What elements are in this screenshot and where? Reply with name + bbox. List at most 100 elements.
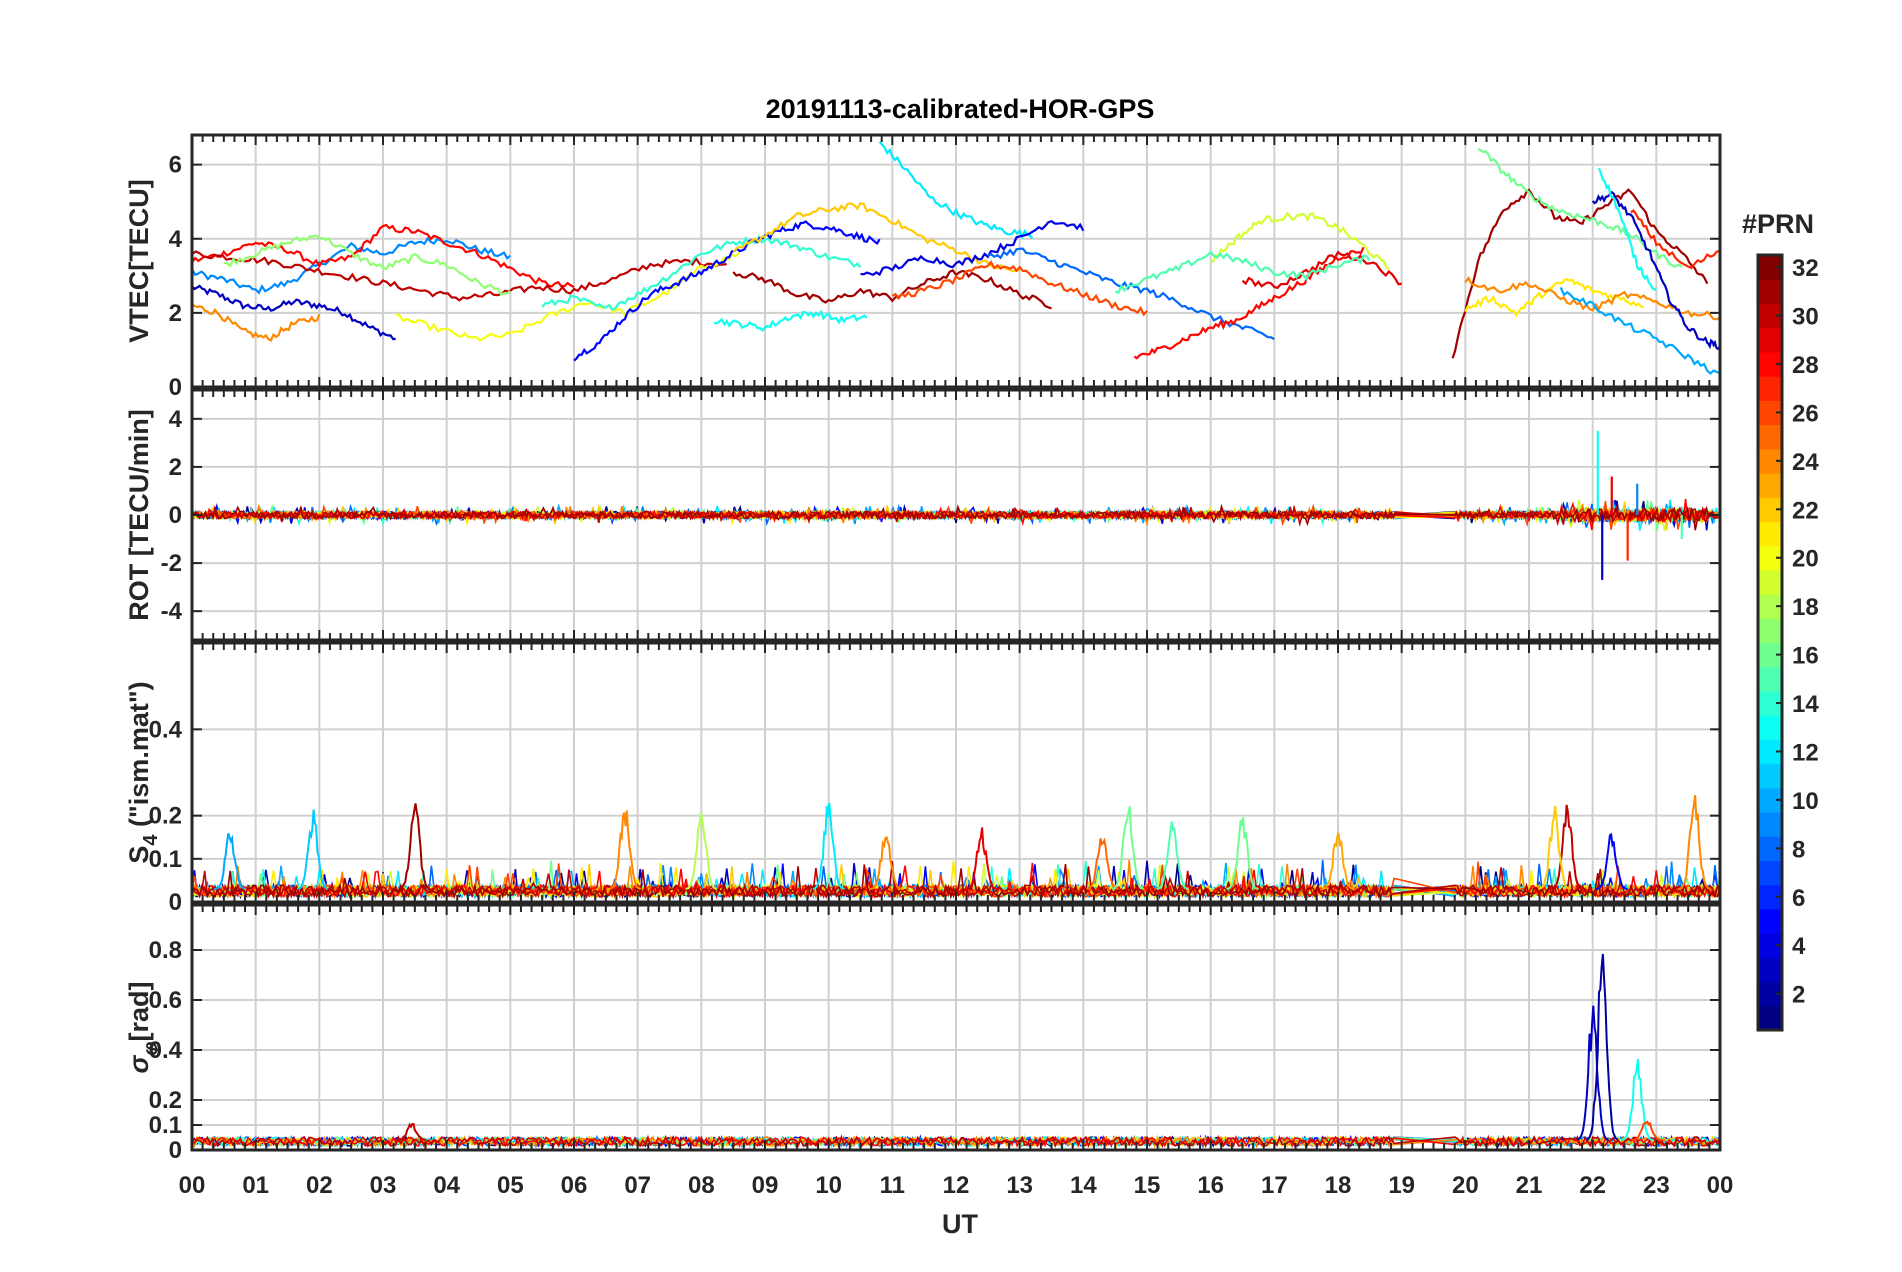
colorbar-tick-label: 12 [1792, 739, 1819, 766]
sigma_phi-peak-2 [1621, 1058, 1654, 1141]
vtec-series-prn-10-25 [1559, 286, 1720, 375]
y-tick-label-s4: 0.4 [149, 716, 183, 743]
vtec-series-prn-21-22 [1464, 278, 1644, 318]
colorbar-segment [1758, 957, 1782, 983]
y-tick-label-vtec: 2 [169, 300, 182, 327]
colorbar-tick-label: 18 [1792, 594, 1819, 621]
x-tick-label: 16 [1197, 1172, 1224, 1199]
s4-peak-4 [685, 812, 718, 890]
vtec-series-prn-28-16 [1133, 246, 1365, 360]
panel-vtec: 0 2 4 6 VTEC[TECU] [124, 133, 1722, 401]
x-tick-label: 03 [370, 1172, 397, 1199]
s4-peak-12 [1321, 832, 1354, 890]
vtec-series-prn-28-2 [192, 223, 575, 289]
y-tick-label-s4: 0.2 [149, 803, 182, 830]
x-tick-label: 01 [242, 1172, 269, 1199]
x-tick-label: 02 [306, 1172, 333, 1199]
sigma_phi-series-prn-30 [192, 1134, 1720, 1149]
colorbar-segment [1758, 327, 1782, 353]
colorbar-tick-label: 4 [1792, 933, 1806, 960]
x-tick-label: 09 [752, 1172, 779, 1199]
y-tick-label-rot: 0 [169, 502, 182, 529]
y-axis-label-s4: S4 ("ism.mat") [124, 681, 162, 863]
vtec-series-prn-24-3 [192, 303, 321, 343]
colorbar-segment [1758, 424, 1782, 450]
vtec-series-prn-8-15 [987, 247, 1275, 341]
y-axis-label-vtec: VTEC[TECU] [124, 179, 154, 343]
colorbar-segment [1758, 472, 1782, 498]
vtec-series-prn-3-0 [192, 284, 396, 341]
vtec-series-prn-13-12 [714, 309, 868, 332]
vtec-series-prn-29-18 [1241, 250, 1402, 290]
colorbar-tick-label: 6 [1792, 885, 1805, 912]
vtec-series-prn-31-11 [732, 269, 1052, 310]
colorbar-tick-label: 28 [1792, 352, 1819, 379]
x-tick-label: 10 [815, 1172, 842, 1199]
grid-vtec [192, 135, 1720, 387]
panel-s4: 0 0.1 0.2 0.4S4 ("ism.mat") [124, 641, 1722, 916]
panel-rot: -4 -2 0 2 4 ROT [TECU/min] [124, 388, 1722, 642]
sigma_phi-peak-1 [1586, 953, 1619, 1141]
s4-peak-2 [398, 803, 430, 890]
y-tick-label-vtec: 0 [169, 374, 182, 401]
x-tick-label: 11 [880, 1172, 905, 1199]
colorbar-tick-label: 14 [1792, 691, 1819, 718]
y-tick-label-vtec: 6 [169, 152, 182, 179]
colorbar-frame [1756, 253, 1784, 1032]
x-tick-label: 00 [1707, 1172, 1734, 1199]
plot-area-rot [192, 430, 1719, 580]
s4-peak-0 [214, 832, 246, 890]
x-tick-label: 19 [1388, 1172, 1415, 1199]
y-tick-label-s4: 0.1 [149, 846, 182, 873]
vtec-series-prn-27-26 [1630, 208, 1720, 270]
s4-peak-8 [1086, 837, 1119, 890]
x-tick-label: 12 [943, 1172, 970, 1199]
rot-series-prn-31 [192, 503, 1719, 531]
s4-peak-7 [965, 827, 998, 890]
colorbar-tick-label: 10 [1792, 788, 1819, 815]
x-tick-label: 15 [1134, 1172, 1161, 1199]
colorbar-segment [1758, 521, 1782, 547]
x-ticks-rot [191, 390, 1721, 640]
x-tick-label: 13 [1006, 1172, 1033, 1199]
s4-peak-3 [608, 810, 642, 890]
s4-peak-14 [1538, 805, 1571, 890]
s4-peak-1 [296, 809, 328, 890]
grid-s4 [192, 643, 1720, 902]
vtec-series-prn-17-5 [223, 234, 511, 296]
colorbar-label: #PRN [1742, 209, 1814, 239]
x-tick-label: 23 [1643, 1172, 1670, 1199]
s4-peak-11 [1226, 817, 1259, 890]
colorbar-segment [1758, 569, 1782, 595]
x-tick-label: 04 [433, 1172, 460, 1199]
s4-peak-6 [869, 835, 902, 890]
x-tick-label: 00 [179, 1172, 206, 1199]
sigma_phi-peak-0 [1576, 1005, 1609, 1141]
y-tick-label-vtec: 4 [169, 226, 183, 253]
colorbar-segment [1758, 1005, 1782, 1031]
colorbar-segment [1758, 860, 1782, 886]
colorbar-segment [1758, 618, 1782, 644]
colorbar-tick-label: 32 [1792, 255, 1819, 282]
colorbar-tick-label: 26 [1792, 400, 1819, 427]
colorbar-segment [1758, 715, 1782, 740]
colorbar-tick-label: 30 [1792, 304, 1819, 331]
s4-peak-10 [1156, 821, 1189, 890]
x-tick-label: 07 [624, 1172, 651, 1199]
sigma_phi-peak-3 [1630, 1120, 1663, 1141]
colorbar-segment [1758, 763, 1782, 789]
vtec-series-prn-9-1 [192, 236, 511, 295]
y-tick-label-rot: -4 [161, 598, 183, 625]
colorbar-segment [1758, 279, 1782, 305]
colorbar-tick-label: 24 [1792, 449, 1819, 476]
y-tick-label-sigma_phi: 0.2 [149, 1087, 182, 1114]
colorbar-tick-label: 16 [1792, 643, 1819, 670]
y-tick-label-sigma_phi: 0.6 [149, 987, 182, 1014]
y-tick-label-sigma_phi: 0.8 [149, 937, 182, 964]
x-tick-label: 08 [688, 1172, 715, 1199]
x-axis-label: UT [942, 1209, 978, 1239]
vtec-series-prn-26-14 [891, 260, 1148, 317]
x-ticks-s4 [191, 643, 1721, 902]
